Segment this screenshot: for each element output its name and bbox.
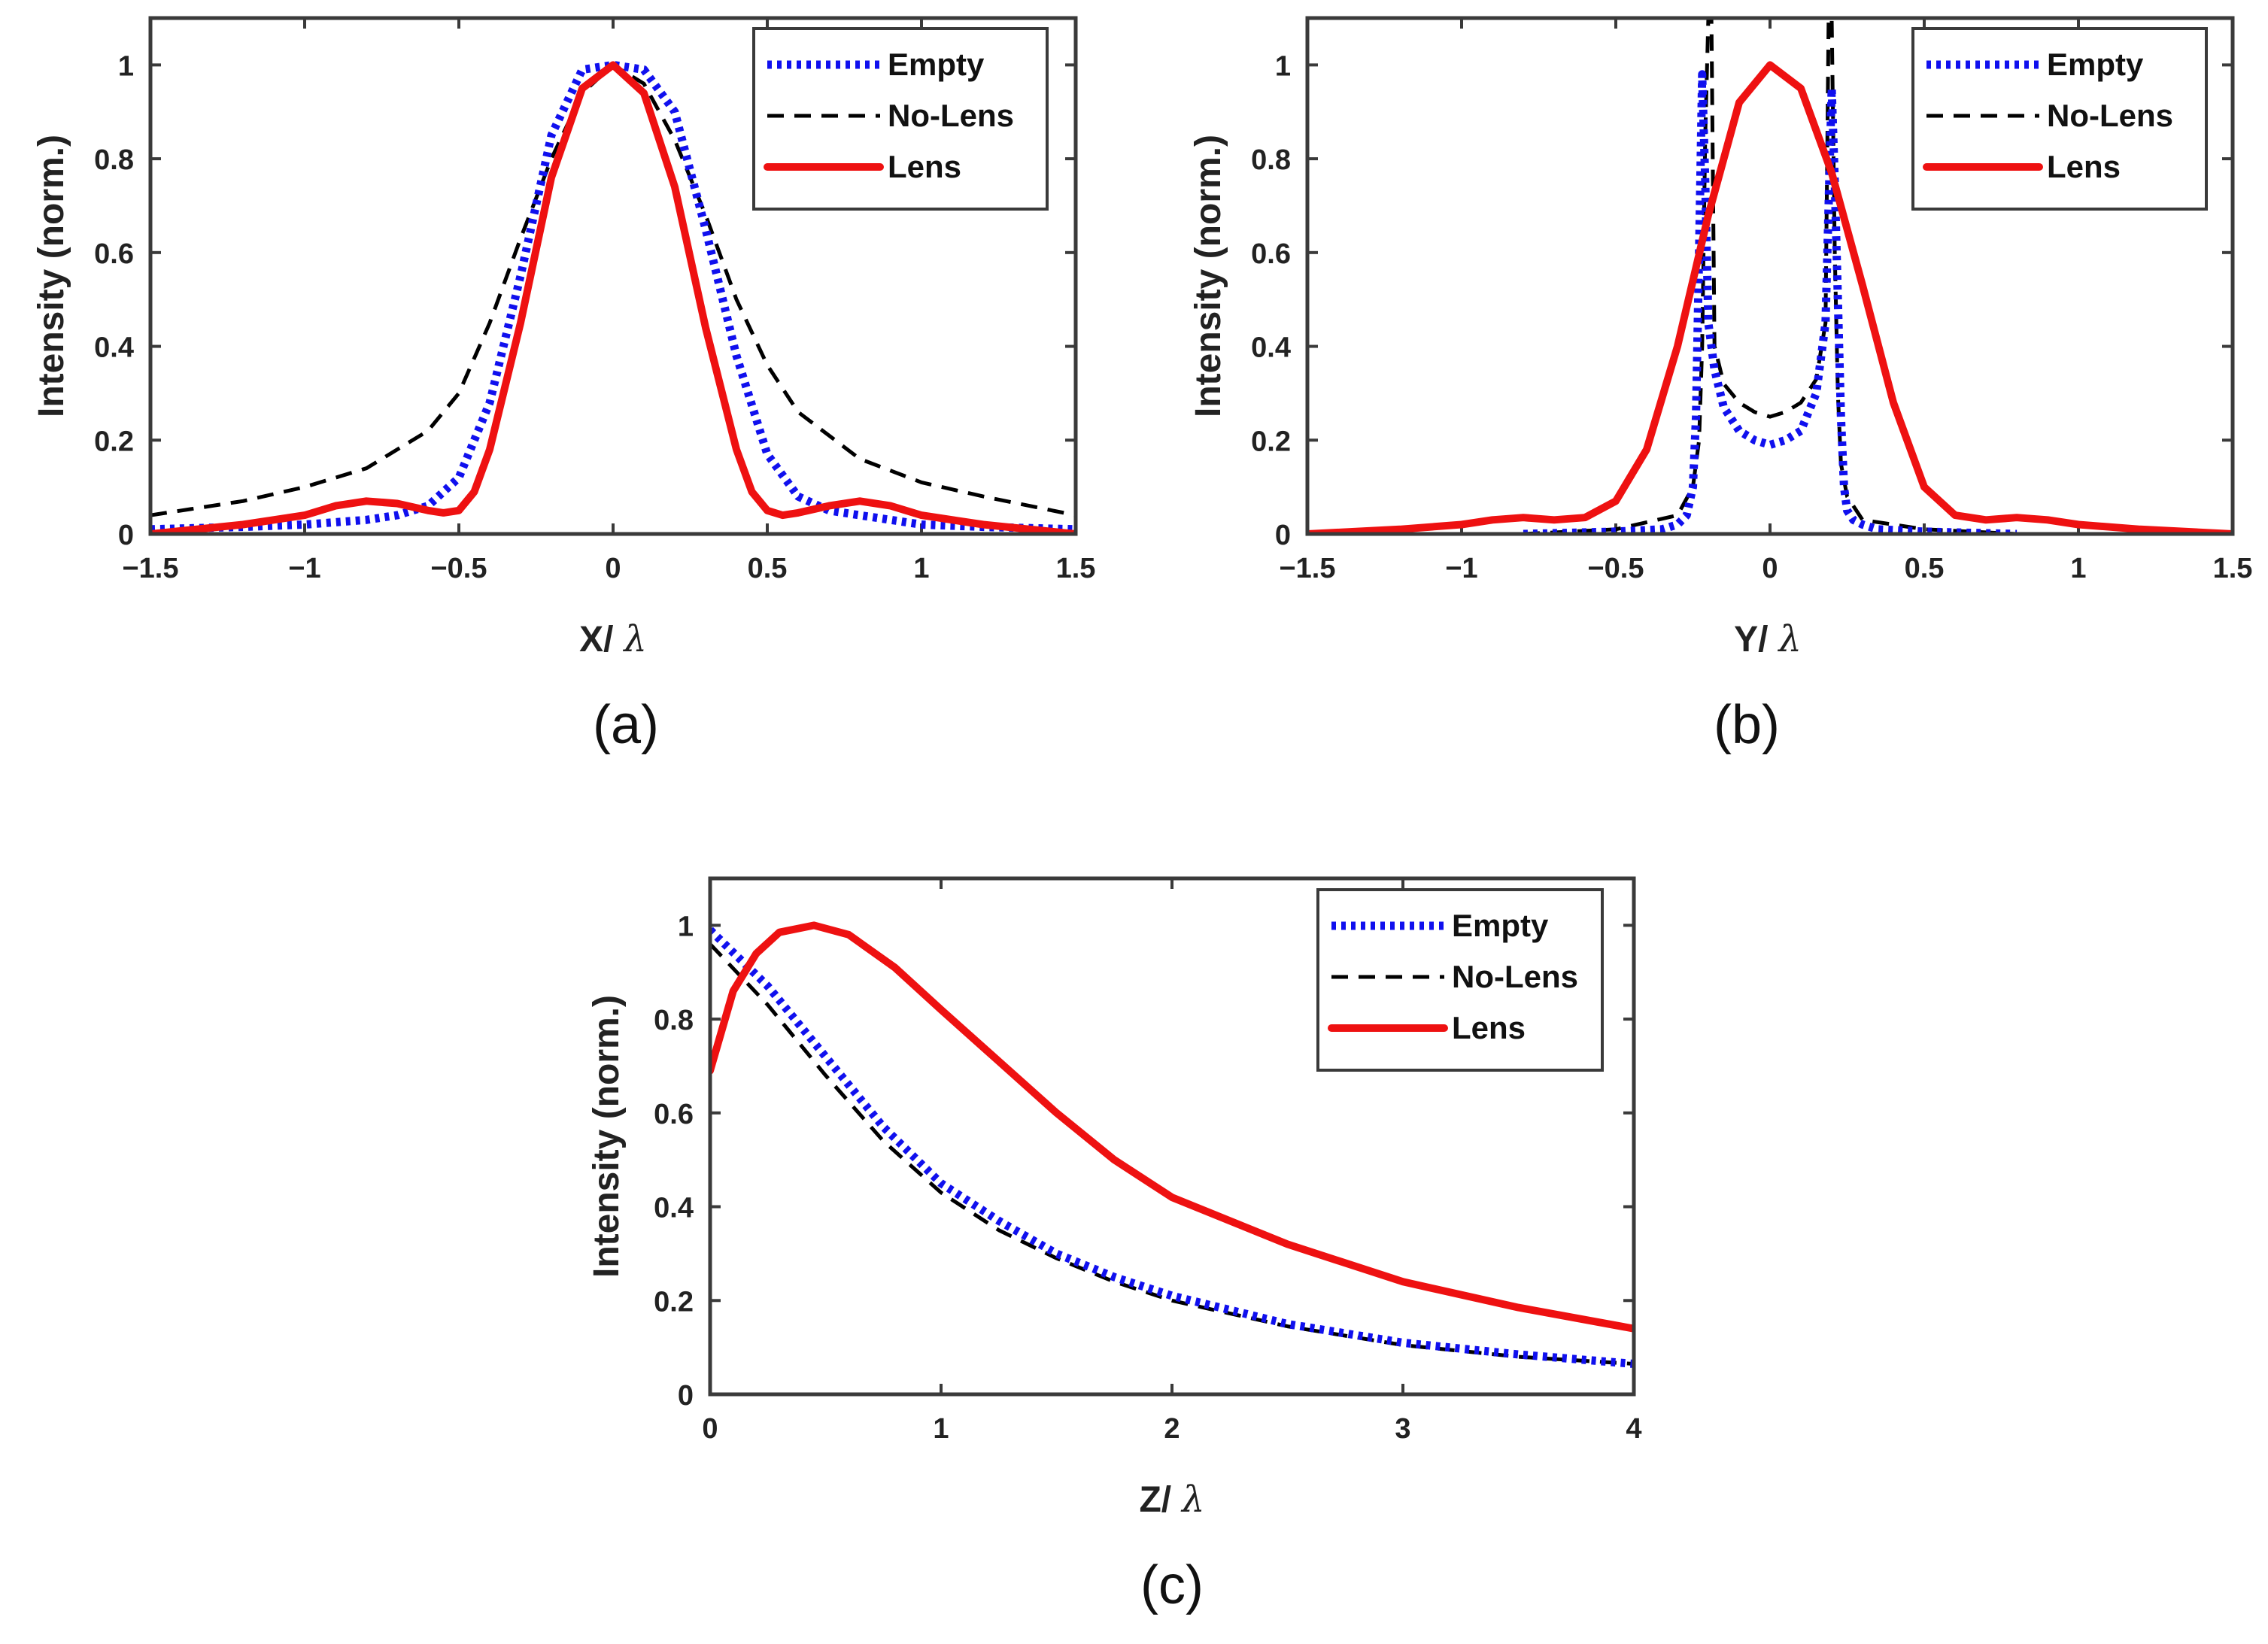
x-tick-label: 0.5: [1905, 553, 1945, 584]
x-tick-label: 1.5: [1056, 553, 1096, 584]
series-line-lens: [1307, 61, 2233, 534]
legend: Empty No-Lens Lens: [1316, 888, 1604, 1072]
x-tick-label: 1: [933, 1413, 949, 1445]
y-tick-label: 0.8: [94, 144, 134, 176]
plot-frame: [1305, 16, 2235, 536]
y-tick-label: 1: [118, 50, 134, 82]
series-line-empty: [150, 60, 1076, 534]
y-tick-label: 0.4: [1251, 332, 1291, 364]
panel-caption: (c): [1140, 1555, 1204, 1615]
plot-frame: [708, 876, 1636, 1397]
x-tick-label: 0: [605, 553, 621, 584]
series-line-no-lens: [710, 942, 1634, 1366]
panel-a: Intensity (norm.) X/λ (a) Empty No-Lens Le…: [32, 16, 1096, 755]
legend-box: [1316, 888, 1604, 1072]
x-tick-label: 0.5: [748, 553, 788, 584]
plot-frame: [148, 16, 1078, 536]
y-tick-label: 0.6: [94, 238, 134, 270]
y-tick-label: 0.2: [94, 426, 134, 457]
x-axis-label: Y/λ: [1734, 618, 1802, 660]
legend-label: Empty: [2047, 47, 2144, 82]
x-tick-label: −1.5: [1279, 553, 1335, 584]
legend-label: No-Lens: [888, 98, 1014, 133]
series-line-lens: [710, 921, 1634, 1333]
legend-label: No-Lens: [1452, 959, 1578, 994]
y-tick-label: 0.6: [654, 1099, 694, 1130]
series-line-lens: [150, 61, 1076, 534]
x-tick-label: −1.5: [122, 553, 178, 584]
y-tick-label: 0: [1275, 520, 1291, 551]
legend-label: Lens: [1452, 1010, 1526, 1045]
legend-box: [752, 27, 1049, 211]
y-tick-label: 0.6: [1251, 238, 1291, 270]
x-tick-label: 2: [1164, 1413, 1180, 1445]
y-tick-label: 1: [1275, 50, 1291, 82]
x-tick-label: −1: [288, 553, 320, 584]
x-tick-label: 1: [913, 553, 929, 584]
y-axis-label: Intensity (norm.): [32, 135, 71, 417]
x-tick-label: −0.5: [1587, 553, 1644, 584]
panel-caption: (b): [1714, 695, 1780, 755]
y-tick-label: 0: [678, 1380, 694, 1412]
legend: Empty No-Lens Lens: [1911, 27, 2208, 211]
legend-label: No-Lens: [2047, 98, 2173, 133]
y-tick-label: 0.4: [94, 332, 134, 364]
legend-box: [1911, 27, 2208, 211]
panel-c: Intensity (norm.) Z/λ (c) Empty No-Lens Le…: [587, 876, 1642, 1615]
x-axis-label: X/λ: [579, 618, 647, 660]
series-line-no-lens: [1523, 18, 2018, 534]
x-tick-label: 1.5: [2213, 553, 2253, 584]
y-tick-label: 0.2: [1251, 426, 1291, 457]
y-axis-label: Intensity (norm.): [1189, 135, 1228, 417]
y-tick-label: 0: [118, 520, 134, 551]
x-tick-label: 3: [1395, 1413, 1410, 1445]
x-tick-label: −1: [1445, 553, 1477, 584]
panel-b: Intensity (norm.) Y/λ (b) Empty No-Lens Le…: [1189, 16, 2253, 755]
panel-caption: (a): [593, 695, 659, 755]
x-tick-label: 4: [1626, 1413, 1641, 1445]
x-tick-label: 0: [702, 1413, 718, 1445]
legend: Empty No-Lens Lens: [752, 27, 1049, 211]
y-tick-label: 0.2: [654, 1286, 694, 1318]
legend-label: Lens: [888, 149, 961, 184]
x-axis-label: Z/λ: [1139, 1479, 1204, 1521]
y-tick-label: 0.8: [1251, 144, 1291, 176]
y-tick-label: 1: [678, 911, 694, 942]
x-tick-label: 0: [1762, 553, 1778, 584]
x-tick-label: 1: [2070, 553, 2086, 584]
legend-label: Empty: [1452, 908, 1549, 943]
legend-label: Empty: [888, 47, 985, 82]
y-axis-label: Intensity (norm.): [587, 995, 627, 1278]
series-line-empty: [1523, 70, 2018, 534]
x-tick-label: −0.5: [430, 553, 487, 584]
y-tick-label: 0.8: [654, 1005, 694, 1036]
legend-label: Lens: [2047, 149, 2121, 184]
y-tick-label: 0.4: [654, 1193, 694, 1224]
